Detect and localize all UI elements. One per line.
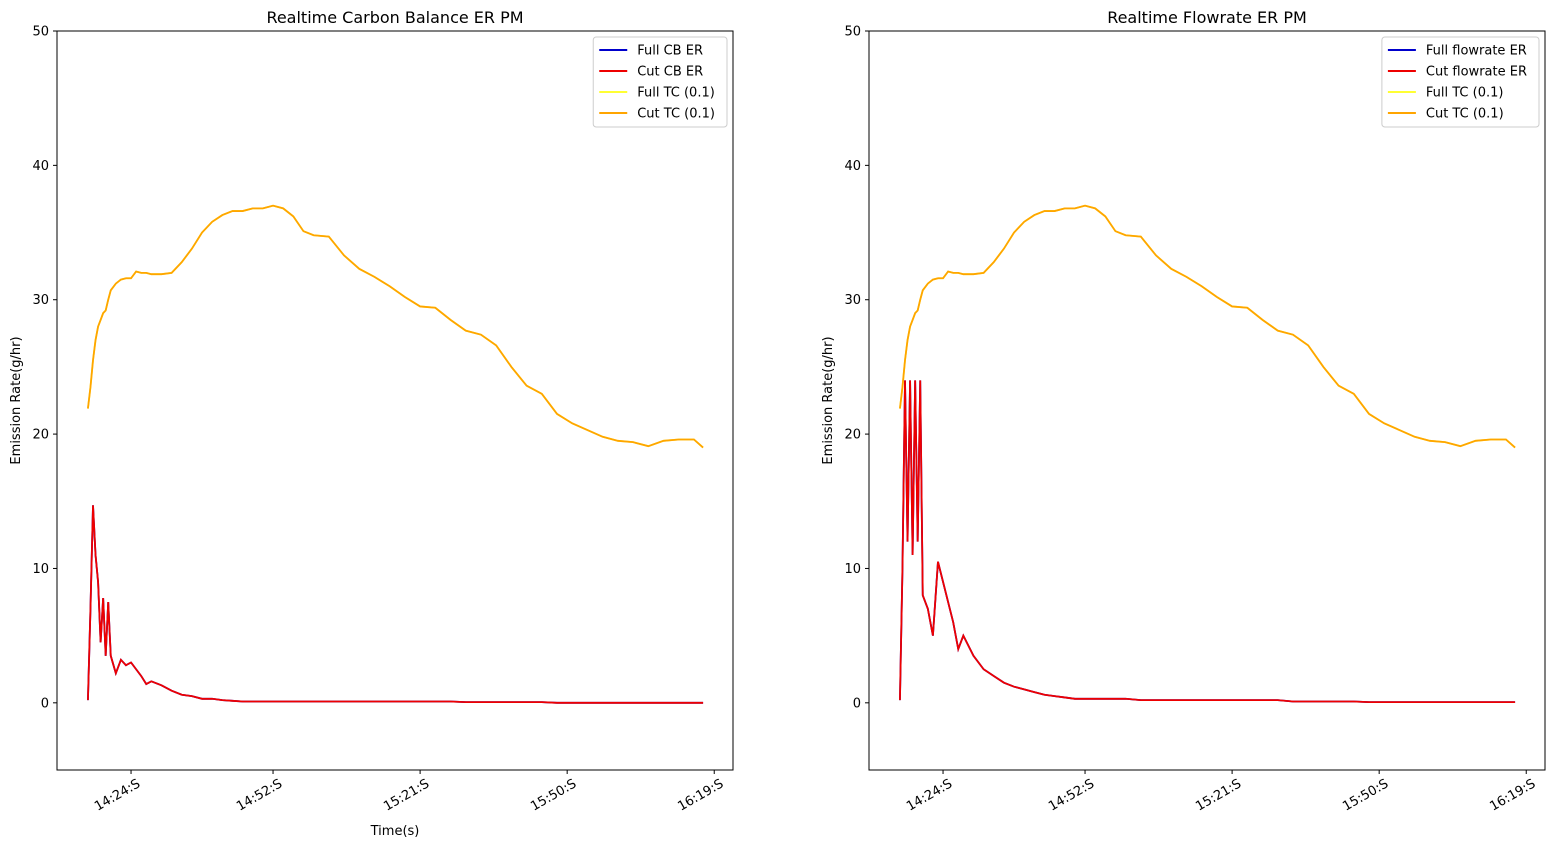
plot-area (87, 204, 704, 704)
legend: Full CB ER Cut CB ER Full TC (0.1) Cut TC (… (592, 36, 728, 128)
y-axis-label: Emission Rate(g/hr) (9, 336, 24, 464)
y-tick-label: 40 (32, 159, 49, 174)
x-tick-label: 16:19:S (1487, 776, 1538, 814)
y-tick-label: 40 (844, 159, 861, 174)
y-tick-label: 50 (844, 25, 861, 40)
subplot: Realtime Flowrate ER PM 0 10 20 30 40 50 14:24:… (821, 8, 1546, 815)
legend-label: Cut flowrate ER (1426, 65, 1527, 80)
y-tick-label: 50 (32, 25, 49, 40)
series-line (899, 380, 1516, 704)
series-line (87, 505, 704, 704)
legend-label: Cut TC (0.1) (1426, 107, 1504, 122)
x-tick-label: 14:24:S (904, 776, 955, 814)
y-tick-label: 30 (844, 293, 861, 308)
legend: Full flowrate ER Cut flowrate ER Full TC (… (1381, 36, 1540, 128)
x-tick-label: 15:21:S (1193, 776, 1244, 814)
legend-label: Full TC (0.1) (1426, 86, 1504, 101)
legend-label: Cut TC (0.1) (637, 107, 715, 122)
x-tick-label: 15:21:S (381, 776, 432, 814)
plot-area (899, 204, 1516, 704)
x-axis-label: Time(s) (370, 824, 420, 839)
legend-box (1381, 36, 1540, 128)
x-tick-label: 15:50:S (528, 776, 579, 814)
y-axis-label: Emission Rate(g/hr) (821, 336, 836, 464)
y-tick-label: 0 (41, 696, 49, 711)
series-line (87, 204, 704, 449)
legend-label: Full TC (0.1) (637, 86, 715, 101)
y-tick-label: 10 (32, 562, 49, 577)
axes-frame (56, 30, 734, 771)
legend-label: Full CB ER (637, 44, 703, 59)
series-line (899, 204, 1516, 449)
legend-box (592, 36, 728, 128)
x-tick-label: 15:50:S (1340, 776, 1391, 814)
x-tick-label: 14:24:S (92, 776, 143, 814)
x-tick-label: 14:52:S (1046, 776, 1097, 814)
y-tick-label: 20 (32, 428, 49, 443)
chart-title: Realtime Flowrate ER PM (1107, 8, 1307, 27)
y-tick-label: 10 (844, 562, 861, 577)
axes-frame (868, 30, 1546, 771)
y-tick-label: 30 (32, 293, 49, 308)
y-tick-label: 0 (853, 696, 861, 711)
series-line (899, 204, 1516, 449)
series-line (87, 505, 704, 704)
chart-title: Realtime Carbon Balance ER PM (266, 8, 523, 27)
series-line (87, 204, 704, 449)
legend-label: Cut CB ER (637, 65, 703, 80)
series-line (899, 380, 1516, 704)
legend-label: Full flowrate ER (1426, 44, 1527, 59)
subplot: Realtime Carbon Balance ER PM 0 10 20 30 40 50… (9, 8, 734, 839)
y-tick-label: 20 (844, 428, 861, 443)
x-tick-label: 16:19:S (675, 776, 726, 814)
x-tick-label: 14:52:S (234, 776, 285, 814)
